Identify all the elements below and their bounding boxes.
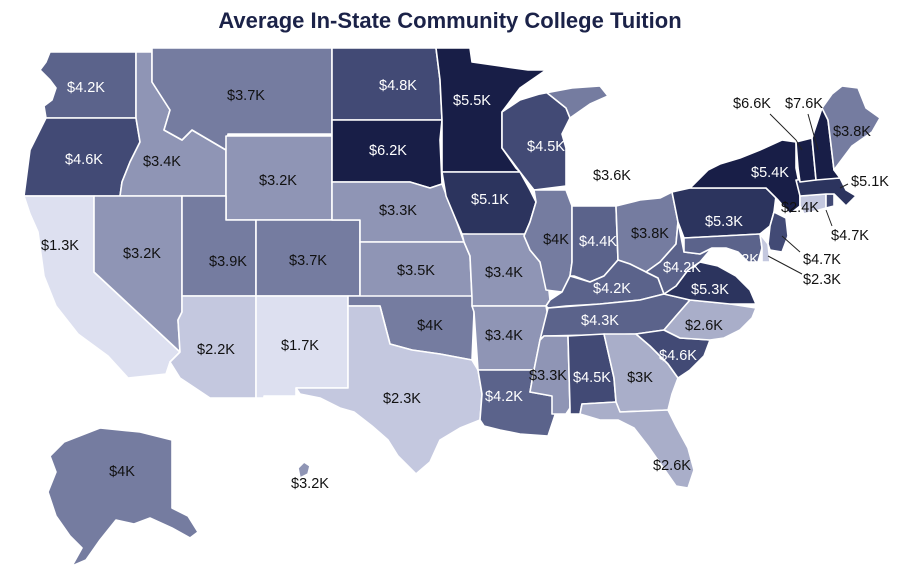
- state-label-nm: $1.7K: [281, 338, 319, 354]
- state-hi: [297, 461, 311, 479]
- state-label-co: $3.7K: [289, 253, 327, 269]
- state-label-hi: $3.2K: [291, 476, 329, 492]
- state-label-in: $4.4K: [579, 234, 617, 250]
- state-tx: [295, 305, 483, 475]
- state-label-nv: $3.2K: [123, 246, 161, 262]
- callout-leaders: [767, 113, 849, 275]
- state-me: [821, 85, 881, 171]
- state-label-mi: $3.6K: [593, 168, 631, 184]
- state-label-ok: $4K: [417, 318, 443, 334]
- state-label-id: $3.4K: [143, 154, 181, 170]
- state-label-ct: $2.4K: [781, 200, 819, 216]
- state-ny: [689, 139, 801, 215]
- state-mi: [539, 85, 609, 119]
- state-label-mn: $5.5K: [453, 93, 491, 109]
- state-ma: [795, 177, 857, 207]
- state-label-ma: $5.1K: [851, 174, 889, 190]
- state-label-la: $4.2K: [485, 389, 523, 405]
- state-label-sd: $6.2K: [369, 143, 407, 159]
- state-label-ne: $3.3K: [379, 203, 417, 219]
- state-label-ks: $3.5K: [397, 263, 435, 279]
- state-label-wa: $4.2K: [67, 80, 105, 96]
- state-label-me: $3.8K: [833, 124, 871, 140]
- leader-vt: [769, 113, 803, 151]
- state-label-de: $2.3K: [803, 272, 841, 288]
- state-label-nj: $4.7K: [803, 252, 841, 268]
- state-ri: [825, 193, 835, 209]
- state-label-sc: $4.6K: [659, 348, 697, 364]
- leader-ma: [839, 183, 849, 189]
- state-label-ri: $4.7K: [831, 228, 869, 244]
- state-label-al: $4.5K: [573, 370, 611, 386]
- state-de: [759, 233, 771, 263]
- state-label-vt: $6.6K: [733, 96, 771, 112]
- state-label-wi: $4.5K: [527, 139, 565, 155]
- state-pa: [671, 187, 777, 239]
- state-label-mo: $3.4K: [485, 265, 523, 281]
- state-label-ak: $4K: [109, 464, 135, 480]
- map-title: Average In-State Community College Tuiti…: [218, 8, 682, 33]
- leader-de: [767, 255, 803, 275]
- state-label-nh: $7.6K: [785, 96, 823, 112]
- state-label-nd: $4.8K: [379, 78, 417, 94]
- state-label-az: $2.2K: [197, 342, 235, 358]
- state-label-il: $4K: [543, 232, 569, 248]
- leader-nj: [781, 235, 801, 253]
- state-label-ky: $4.2K: [593, 281, 631, 297]
- state-nj: [767, 211, 789, 253]
- state-label-ms: $3.3K: [529, 368, 567, 384]
- state-label-tn: $4.3K: [581, 313, 619, 329]
- state-ak: [47, 427, 199, 567]
- state-nc: [663, 299, 757, 341]
- state-label-md: $4.2K: [721, 252, 759, 268]
- state-label-wv: $4.2K: [663, 260, 701, 276]
- state-label-mt: $3.7K: [227, 88, 265, 104]
- state-label-fl: $2.6K: [653, 458, 691, 474]
- state-label-ar: $3.4K: [485, 328, 523, 344]
- state-label-oh: $3.8K: [631, 226, 669, 242]
- state-fl: [579, 401, 695, 489]
- state-label-pa: $5.3K: [705, 214, 743, 230]
- leader-ri: [825, 209, 833, 227]
- state-label-va: $5.3K: [691, 282, 729, 298]
- state-label-or: $4.6K: [65, 152, 103, 168]
- state-label-tx: $2.3K: [383, 391, 421, 407]
- state-label-ca: $1.3K: [41, 238, 79, 254]
- leader-nh: [807, 113, 819, 151]
- state-label-wy: $3.2K: [259, 173, 297, 189]
- state-label-ut: $3.9K: [209, 254, 247, 270]
- state-label-ia: $5.1K: [471, 192, 509, 208]
- state-label-ny: $5.4K: [751, 165, 789, 181]
- state-label-nc: $2.6K: [685, 318, 723, 334]
- state-label-ga: $3K: [627, 370, 653, 386]
